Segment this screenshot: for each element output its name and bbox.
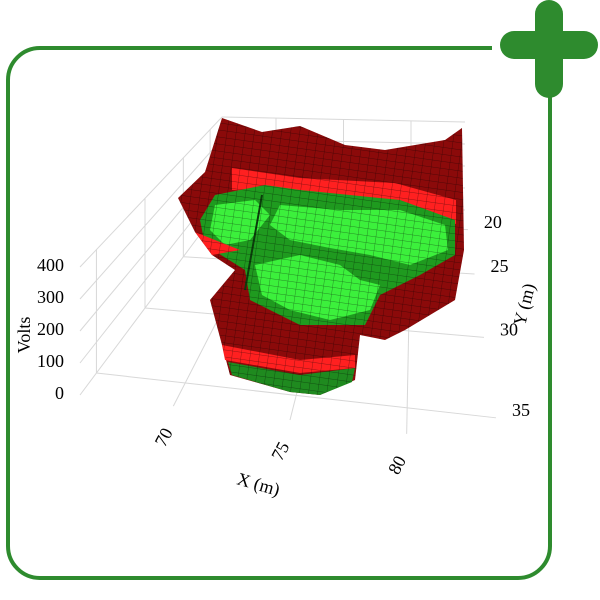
- grid-line: [221, 116, 466, 123]
- z-tick-label: 0: [55, 383, 64, 403]
- y-tick-label: 30: [500, 320, 518, 340]
- y-tick-label: 25: [491, 256, 509, 276]
- grid-line: [96, 372, 497, 419]
- z-axis-title: Volts: [14, 317, 34, 354]
- icon-bar: [500, 31, 598, 59]
- surface-mesh: [178, 118, 464, 395]
- y-tick-label: 20: [484, 212, 502, 232]
- plus-icon: [492, 0, 600, 98]
- z-tick-label: 100: [37, 351, 64, 371]
- z-tick-label: 400: [37, 255, 64, 275]
- z-tick-label: 300: [37, 287, 64, 307]
- grid-line: [79, 116, 223, 268]
- y-tick-label: 35: [512, 400, 530, 420]
- grid-line: [79, 204, 223, 396]
- z-tick-label: 200: [37, 319, 64, 339]
- surface: [178, 118, 464, 395]
- grid-line: [79, 138, 223, 300]
